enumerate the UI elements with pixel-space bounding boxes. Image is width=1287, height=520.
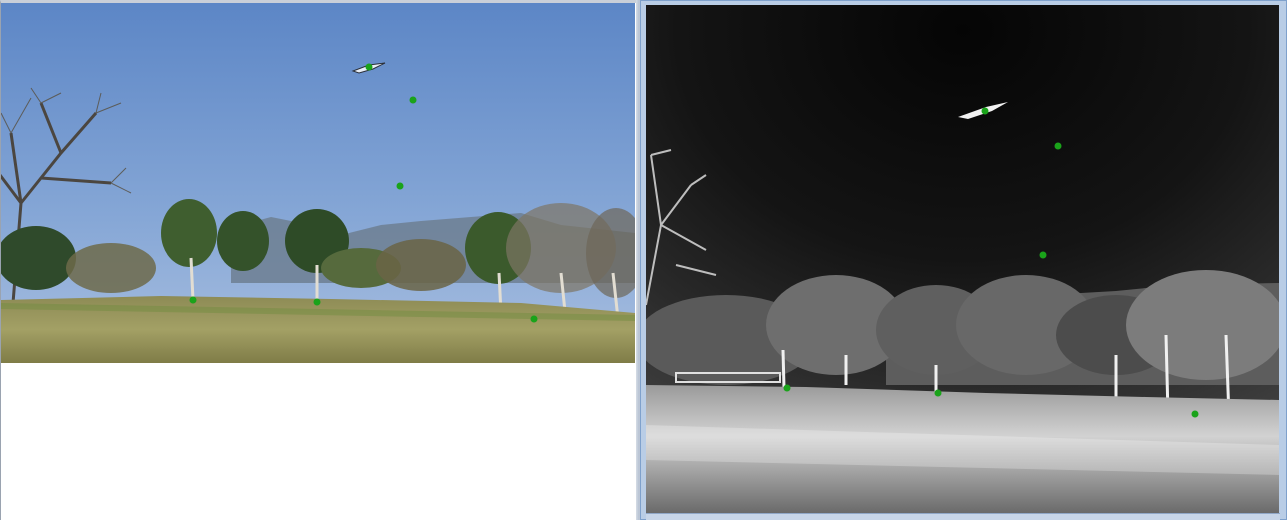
rgb-markers (189, 63, 538, 323)
thermal-treeline (646, 270, 1279, 385)
rgb-image[interactable] (1, 3, 635, 363)
ground-marker-1[interactable] (783, 384, 791, 392)
ground-marker-2[interactable] (934, 389, 942, 397)
thermal-markers (783, 107, 1199, 418)
pane-splitter[interactable] (636, 0, 642, 520)
thermal-fence (675, 372, 781, 383)
thermal-image[interactable] (646, 5, 1279, 513)
grass-field (1, 296, 635, 363)
window-frame-bottom (646, 513, 1280, 520)
ground-marker-2[interactable] (313, 298, 321, 306)
drone-1-marker[interactable] (981, 107, 989, 115)
thermal-tree-left (646, 149, 717, 306)
ground-marker-1[interactable] (189, 296, 197, 304)
drone-2-marker[interactable] (1054, 142, 1062, 150)
ground-marker-3[interactable] (530, 315, 538, 323)
drone-2-marker[interactable] (409, 96, 417, 104)
drone-3-marker[interactable] (396, 182, 404, 190)
treeline (1, 199, 635, 298)
ground-marker-3[interactable] (1191, 410, 1199, 418)
drone-3-marker[interactable] (1039, 251, 1047, 259)
rgb-image-pane (0, 0, 640, 520)
thermal-image-pane (640, 0, 1287, 520)
drone-1-marker[interactable] (365, 63, 373, 71)
thermal-ground (646, 385, 1279, 513)
